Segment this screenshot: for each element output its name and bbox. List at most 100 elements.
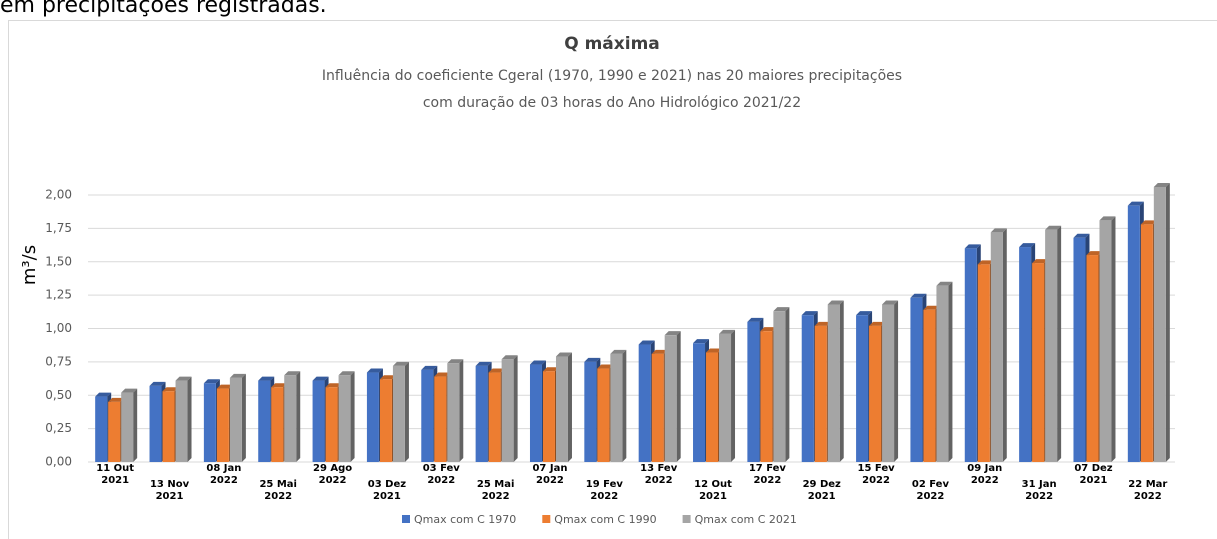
- bar-side: [567, 352, 572, 462]
- bar-top: [338, 371, 355, 376]
- bar: [258, 380, 271, 462]
- x-tick-label: 29 Ago 2022: [313, 463, 352, 486]
- bar-side: [459, 359, 464, 462]
- bar: [610, 353, 623, 462]
- y-tick-label: 1,00: [45, 321, 72, 335]
- y-tick-label: 1,50: [45, 254, 72, 268]
- bar: [1153, 186, 1166, 463]
- bar-side: [513, 355, 518, 462]
- bar: [882, 304, 895, 462]
- bar-top: [284, 371, 301, 376]
- x-tick-label: 25 Mai 2022: [259, 479, 297, 502]
- bar-side: [948, 281, 953, 462]
- bar: [338, 375, 351, 462]
- bar: [814, 325, 827, 462]
- bar-top: [610, 349, 627, 354]
- bar: [542, 371, 555, 462]
- bar-top: [664, 331, 681, 336]
- bar-side: [1057, 225, 1062, 462]
- legend-swatch: [542, 515, 551, 523]
- bar-top: [447, 359, 464, 364]
- bar-top: [597, 364, 614, 369]
- bar-top: [747, 317, 764, 322]
- caption: em precipitações registradas.: [0, 0, 327, 18]
- bar: [1127, 205, 1140, 462]
- bar: [1099, 220, 1112, 462]
- bar-top: [990, 228, 1007, 233]
- bar-top: [814, 321, 831, 326]
- x-tick-label: 15 Fev 2022: [858, 463, 896, 486]
- bar: [773, 311, 786, 462]
- bar-side: [296, 371, 301, 462]
- bar: [379, 379, 392, 462]
- legend-label: Qmax com C 1990: [554, 513, 656, 526]
- bar: [923, 309, 936, 462]
- bar-top: [434, 372, 451, 377]
- bar: [1019, 247, 1032, 462]
- bar: [121, 392, 134, 462]
- bar: [693, 343, 706, 462]
- bar: [216, 388, 229, 462]
- bar: [434, 376, 447, 462]
- x-tick-label: 25 Mai 2022: [477, 479, 515, 502]
- bar-top: [827, 300, 844, 305]
- bar: [366, 372, 379, 462]
- bar-top: [475, 361, 492, 366]
- bar-top: [529, 360, 546, 365]
- bar-top: [869, 321, 886, 326]
- bar: [271, 387, 284, 462]
- x-tick-label: 29 Dez 2021: [803, 479, 841, 502]
- bar-top: [856, 311, 873, 316]
- bar: [869, 325, 882, 462]
- bar: [475, 365, 488, 462]
- x-tick-label: 03 Fev 2022: [423, 463, 461, 486]
- bar-top: [977, 260, 994, 265]
- bar-top: [638, 340, 655, 345]
- bar: [162, 391, 175, 462]
- x-tick-label: 17 Fev 2022: [749, 463, 787, 486]
- bar: [664, 335, 677, 462]
- bar-side: [1111, 216, 1116, 462]
- bar: [584, 361, 597, 462]
- bar-side: [839, 300, 844, 462]
- bar-side: [133, 388, 138, 462]
- bar-top: [392, 361, 409, 366]
- x-tick-label: 08 Jan 2022: [206, 463, 241, 486]
- bar-top: [719, 329, 736, 334]
- bar-top: [964, 244, 981, 249]
- bar: [747, 321, 760, 462]
- bar-top: [258, 376, 275, 381]
- bar-top: [271, 383, 288, 388]
- x-tick-label: 13 Fev 2022: [640, 463, 678, 486]
- bar-top: [312, 376, 329, 381]
- bar-top: [216, 384, 233, 389]
- bar: [1140, 224, 1153, 462]
- bar: [203, 383, 216, 462]
- bar-top: [1086, 251, 1103, 256]
- x-tick-label: 07 Dez 2021: [1074, 463, 1112, 486]
- bar: [1073, 237, 1086, 462]
- bar-side: [241, 373, 246, 462]
- bar-top: [555, 352, 572, 357]
- bar: [651, 353, 664, 462]
- x-tick-label: 13 Nov 2021: [150, 479, 190, 502]
- bar: [706, 352, 719, 462]
- chart-subtitle: Influência do coeficiente Cgeral (1970, …: [322, 68, 902, 84]
- bar-top: [121, 388, 138, 393]
- bar: [284, 375, 297, 462]
- bar-top: [488, 368, 505, 373]
- x-tick-label: 19 Fev 2022: [586, 479, 624, 502]
- bar: [325, 387, 338, 462]
- y-tick-label: 0,50: [45, 388, 72, 402]
- x-tick-label: 12 Out 2021: [694, 479, 732, 502]
- y-axis-label: m³/s: [19, 245, 40, 285]
- bar-top: [706, 348, 723, 353]
- bar: [555, 356, 568, 462]
- x-tick-label: 09 Jan 2022: [967, 463, 1002, 486]
- bar-top: [651, 349, 668, 354]
- bar-top: [501, 355, 518, 360]
- legend-label: Qmax com C 1970: [414, 513, 516, 526]
- bar-top: [760, 327, 777, 332]
- bar: [910, 297, 923, 462]
